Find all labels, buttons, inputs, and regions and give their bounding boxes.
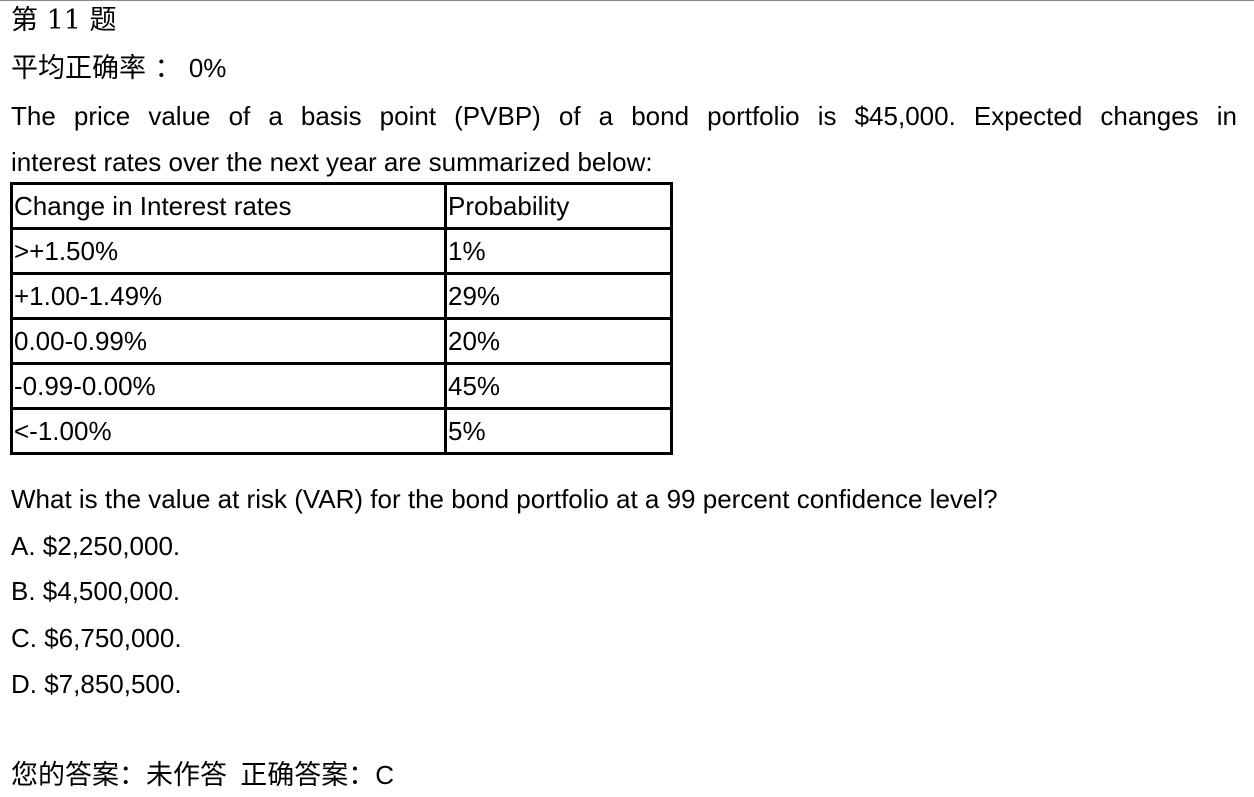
average-accuracy: 平均正确率 ： 0% <box>11 53 226 84</box>
probability-cell: 5% <box>444 407 673 455</box>
header-change-in-interest-rates: Change in Interest rates <box>10 182 447 230</box>
rate-change-cell: +1.00-1.49% <box>10 272 447 320</box>
answer-summary: 您的答案：未作答 正确答案：C <box>11 760 394 791</box>
correct-answer-value: C <box>375 760 395 790</box>
table-row: >+1.50% 1% <box>10 227 673 275</box>
question-prompt: What is the value at risk (VAR) for the … <box>11 484 998 514</box>
your-answer-value: 未作答 <box>146 760 227 791</box>
question-stem-line-1: The price value of a basis point (PVBP) … <box>11 101 1237 131</box>
your-answer-label: 您的答案： <box>11 760 146 791</box>
probability-cell: 45% <box>444 362 673 410</box>
probability-cell: 1% <box>444 227 673 275</box>
rate-change-cell: <-1.00% <box>10 407 447 455</box>
table-row: 0.00-0.99% 20% <box>10 317 673 365</box>
table-header-row: Change in Interest rates Probability <box>10 182 673 230</box>
option-c[interactable]: C. $6,750,000. <box>11 623 182 653</box>
option-b[interactable]: B. $4,500,000. <box>11 576 181 606</box>
table-row: -0.99-0.00% 45% <box>10 362 673 410</box>
rate-change-cell: -0.99-0.00% <box>10 362 447 410</box>
table-row: +1.00-1.49% 29% <box>10 272 673 320</box>
rate-change-cell: >+1.50% <box>10 227 447 275</box>
top-divider <box>0 0 1254 1</box>
option-a[interactable]: A. $2,250,000. <box>11 531 181 561</box>
question-stem-line-2: interest rates over the next year are su… <box>11 147 653 177</box>
table-row: <-1.00% 5% <box>10 407 673 455</box>
header-probability: Probability <box>444 182 673 230</box>
question-number: 第 11 题 <box>11 5 117 36</box>
interest-rate-table: Change in Interest rates Probability >+1… <box>10 182 673 455</box>
average-accuracy-value: 0% <box>188 53 227 83</box>
rate-change-cell: 0.00-0.99% <box>10 317 447 365</box>
average-accuracy-label: 平均正确率 ： <box>11 53 182 84</box>
probability-cell: 29% <box>444 272 673 320</box>
probability-cell: 20% <box>444 317 673 365</box>
correct-answer-label: 正确答案： <box>240 760 376 791</box>
option-d[interactable]: D. $7,850,500. <box>11 669 182 699</box>
